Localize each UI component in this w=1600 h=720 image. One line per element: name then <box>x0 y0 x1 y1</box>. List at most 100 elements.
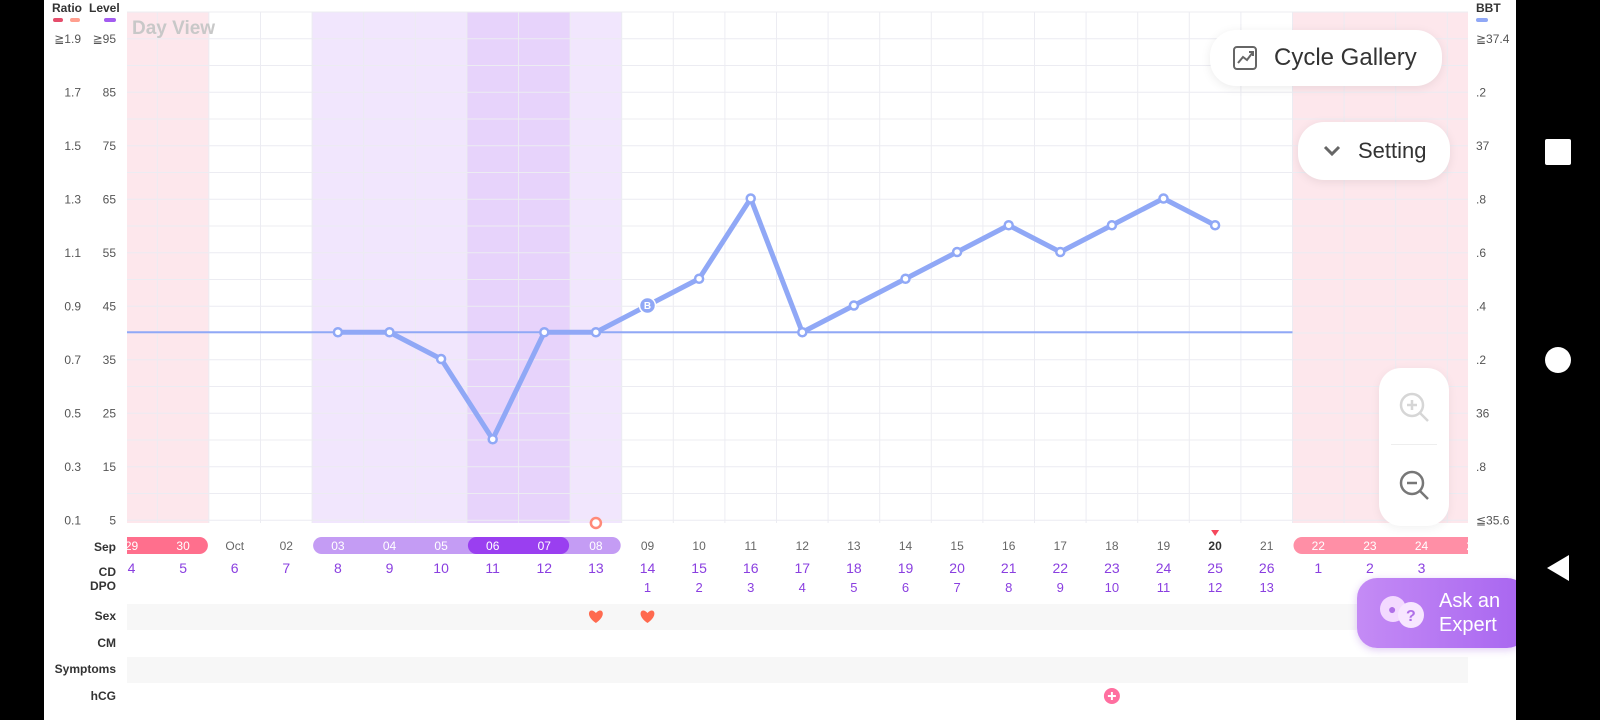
cd-label: 10 <box>433 560 449 576</box>
bbt-tick-label: ≧37.4 <box>1476 32 1510 46</box>
bbt-data-point <box>1106 220 1118 231</box>
circle-icon <box>1545 347 1571 373</box>
cd-label: 21 <box>1001 560 1017 576</box>
level-tick-label: ≧95 <box>93 32 117 46</box>
today-marker-icon <box>1211 530 1220 536</box>
dpo-label: 9 <box>1057 580 1064 595</box>
ratio-tick-label: 0.9 <box>64 300 81 314</box>
bbt-data-point <box>384 327 395 338</box>
bbt-data-point <box>848 300 860 311</box>
date-label: 13 <box>847 539 861 553</box>
date-label: 20 <box>1208 539 1222 553</box>
bbt-data-point <box>332 327 344 338</box>
date-label: 22 <box>1312 539 1326 553</box>
date-label: 07 <box>538 539 552 553</box>
date-pill-peak <box>467 537 570 554</box>
bbt-tick-label: .4 <box>1476 300 1486 314</box>
cd-label: 16 <box>743 560 759 576</box>
date-label: 15 <box>950 539 964 553</box>
row-label-symptoms: Symptoms <box>55 662 117 676</box>
bbt-chart[interactable]: B Day View Ratio Level BBT ≧1.9 1.7 1.5 1.3 1.1 0.… <box>44 0 1516 720</box>
zoom-in-icon <box>1397 390 1431 424</box>
bbt-tick-label: ≦35.6 <box>1476 514 1510 528</box>
level-tick-label: 55 <box>103 246 117 260</box>
cd-label: 4 <box>1469 560 1477 576</box>
setting-button[interactable]: Setting <box>1298 122 1450 180</box>
chevron-down-icon <box>1322 144 1342 158</box>
cd-label: 17 <box>795 560 811 576</box>
date-pill-group <box>127 537 208 554</box>
home-button[interactable] <box>1538 340 1578 380</box>
date-pill-group <box>313 537 621 554</box>
dpo-label: 8 <box>1005 580 1012 595</box>
date-label: Oct <box>225 539 244 553</box>
cd-label: 11 <box>485 560 500 576</box>
expert-chat-icon: ●? <box>1377 593 1427 633</box>
bbt-data-point <box>693 273 705 284</box>
dpo-label: 3 <box>747 580 754 595</box>
row-label-dpo: DPO <box>90 579 116 593</box>
row-label-hcg: hCG <box>91 689 116 703</box>
ratio-legend-label: Ratio <box>52 1 82 15</box>
shade-band <box>466 12 519 523</box>
cd-label: 24 <box>1156 560 1172 576</box>
bbt-data-point <box>797 327 808 338</box>
level-tick-label: 15 <box>103 460 117 474</box>
ratio-tick-label: 0.7 <box>64 353 81 367</box>
android-nav-bar <box>1516 0 1600 720</box>
date-label: 05 <box>434 539 448 553</box>
bbt-data-point <box>1055 246 1066 258</box>
date-label: 10 <box>692 539 706 553</box>
cd-label: 20 <box>949 560 965 576</box>
zoom-divider <box>1391 444 1437 445</box>
zoom-out-icon <box>1397 468 1431 502</box>
zoom-in-button[interactable] <box>1379 368 1449 446</box>
square-icon <box>1545 139 1571 165</box>
cd-label: 14 <box>640 560 656 576</box>
zoom-out-button[interactable] <box>1379 446 1449 524</box>
bbt-data-point <box>539 327 550 338</box>
ratio-tick-label: 1.3 <box>64 193 81 207</box>
sex-row-band <box>127 604 1468 630</box>
row-label-sex: Sex <box>95 609 117 623</box>
bbt-data-point <box>745 193 756 204</box>
heart-icon <box>640 610 655 623</box>
symptoms-row-band <box>127 657 1468 683</box>
bbt-tick-label: .2 <box>1476 353 1486 367</box>
bbt-marked-point <box>638 296 657 315</box>
cd-label: 19 <box>898 560 914 576</box>
bbt-data-point <box>1209 220 1221 231</box>
date-label: 12 <box>796 539 810 553</box>
ask-expert-button[interactable]: ●? Ask an Expert <box>1357 578 1516 648</box>
svg-text:●: ● <box>1388 601 1396 617</box>
cd-label: 8 <box>334 560 342 576</box>
date-label: 29 <box>125 539 139 553</box>
cd-label: 2 <box>1366 560 1374 576</box>
plot-area: B <box>127 11 1468 530</box>
shade-band <box>157 12 209 523</box>
date-label: 09 <box>641 539 655 553</box>
level-tick-label: 75 <box>103 139 117 153</box>
level-tick-label: 85 <box>103 86 117 100</box>
date-label: 21 <box>1260 539 1274 553</box>
bbt-data-point <box>435 353 447 365</box>
date-label: 04 <box>383 539 397 553</box>
shade-band <box>1447 12 1468 523</box>
dpo-label: 6 <box>902 580 909 595</box>
ratio-tick-label: 1.1 <box>64 246 81 260</box>
cd-label: 25 <box>1207 560 1223 576</box>
cd-label: 5 <box>179 560 187 576</box>
dpo-label: 4 <box>799 580 806 595</box>
bbt-legend-label: BBT <box>1476 1 1501 15</box>
date-pill-group <box>1293 537 1468 554</box>
cycle-gallery-button[interactable]: Cycle Gallery <box>1210 30 1442 86</box>
bbt-data-point <box>487 434 498 445</box>
date-label: 25 <box>1466 539 1480 553</box>
back-button[interactable] <box>1538 548 1578 588</box>
dpo-label: 7 <box>953 580 960 595</box>
bbt-data-point <box>1003 220 1014 231</box>
cd-label: 9 <box>386 560 394 576</box>
dpo-label: 12 <box>1208 580 1222 595</box>
ratio-legend-swatch <box>53 18 63 22</box>
recents-button[interactable] <box>1538 132 1578 172</box>
